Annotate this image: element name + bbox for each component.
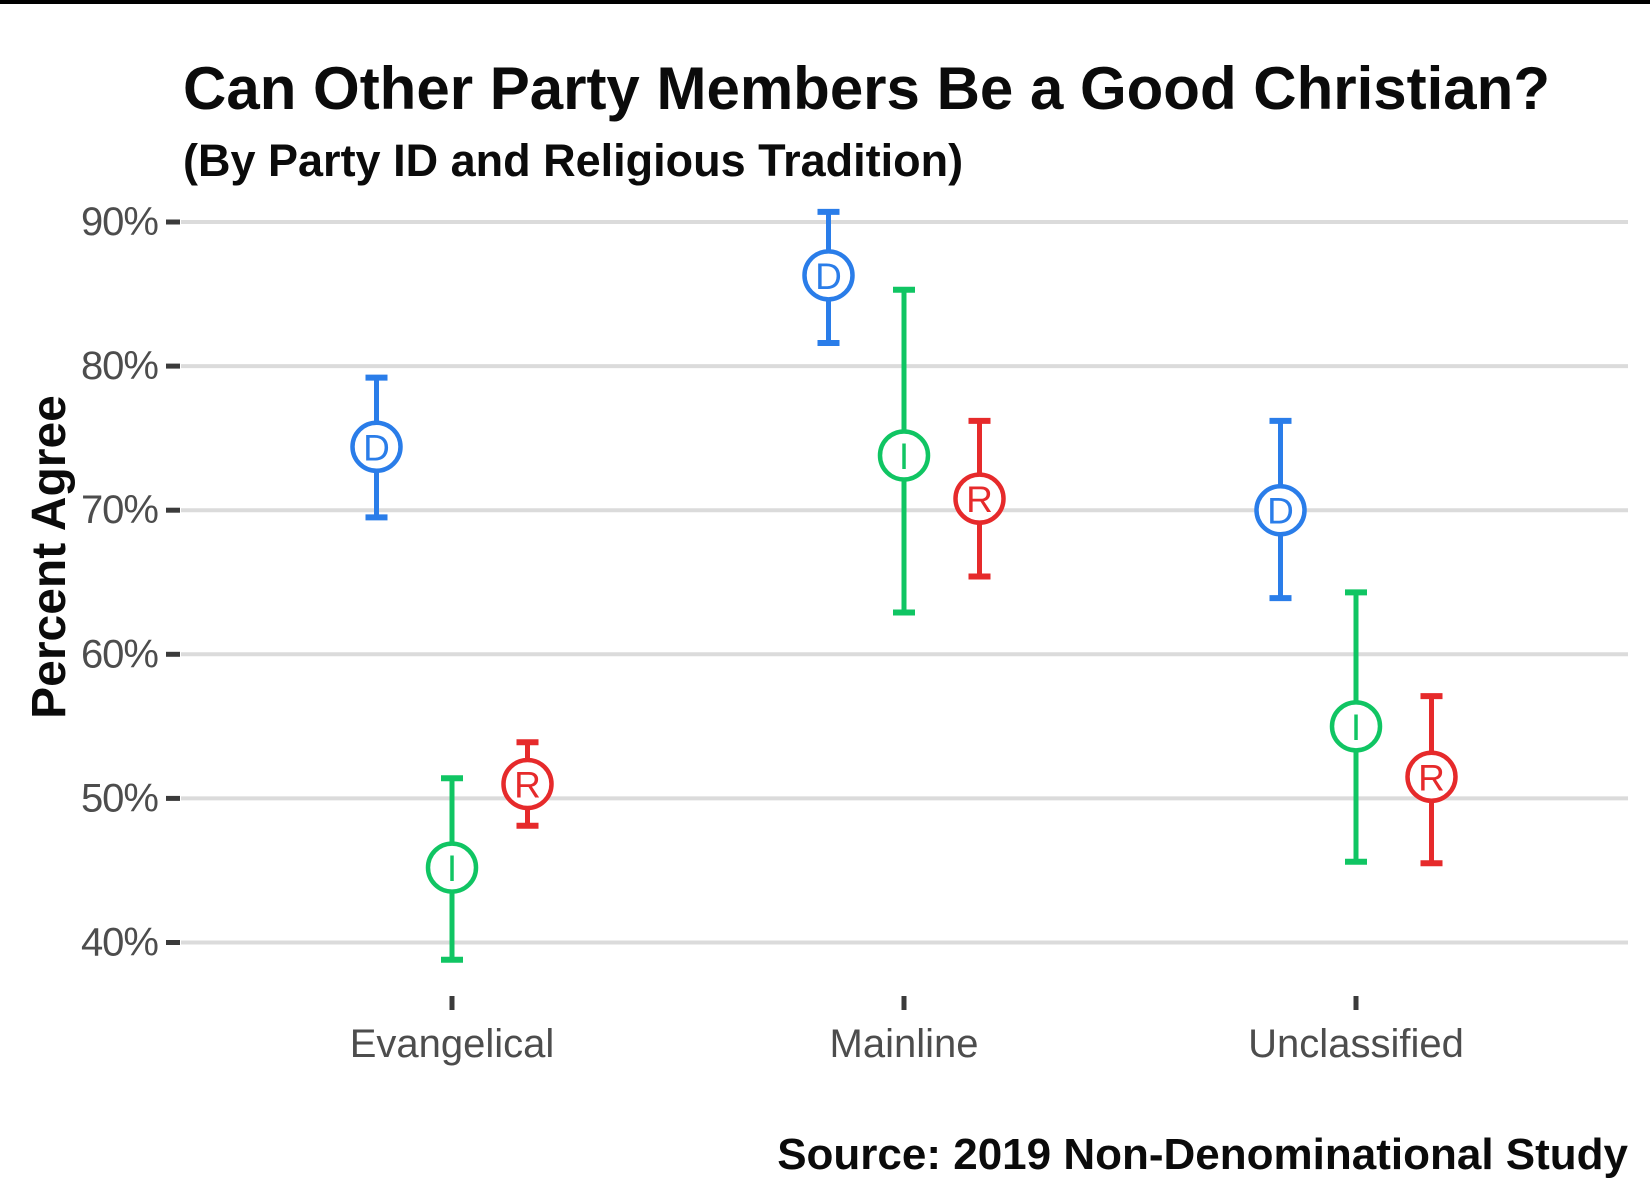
marker-letter-D-mainline: D: [815, 256, 842, 297]
marker-letter-R-unclassified: R: [1418, 757, 1445, 798]
pointrange-R-evangelical: R: [501, 739, 554, 829]
marker-circle-I-unclassified: [1329, 700, 1383, 753]
marker-letter-I-mainline: I: [899, 436, 909, 477]
pointrange-I-mainline: I: [877, 286, 931, 616]
y-tick-label-70: 70%: [81, 488, 158, 532]
marker-circle-R-unclassified: [1405, 750, 1458, 804]
marker-circle-R-evangelical: [501, 757, 554, 811]
pointrange-D-unclassified: D: [1254, 417, 1307, 602]
marker-letter-R-mainline: R: [966, 479, 993, 520]
pointrange-D-evangelical: D: [350, 374, 403, 521]
marker-letter-D-unclassified: D: [1267, 491, 1294, 532]
source-caption: Source: 2019 Non-Denominational Study: [777, 1130, 1628, 1179]
x-axis-label-unclassified: Unclassified: [1248, 1022, 1464, 1066]
marker-circle-D-mainline: [802, 249, 855, 302]
screenshot-top-border: [0, 0, 1650, 4]
marker-circle-R-mainline: [953, 472, 1006, 525]
y-tick-label-40: 40%: [81, 921, 158, 965]
pointrange-R-mainline: R: [953, 417, 1006, 580]
chart-title: Can Other Party Members Be a Good Christ…: [183, 55, 1550, 123]
marker-letter-D-evangelical: D: [363, 427, 390, 468]
x-axis-label-mainline: Mainline: [830, 1022, 979, 1066]
marker-circle-I-evangelical: [425, 841, 479, 894]
chart-subtitle: (By Party ID and Religious Tradition): [183, 135, 964, 187]
pointrange-D-mainline: D: [802, 208, 855, 347]
x-axis-label-evangelical: Evangelical: [350, 1022, 555, 1066]
y-tick-label-80: 80%: [81, 344, 158, 388]
marker-letter-I-unclassified: I: [1351, 707, 1361, 748]
marker-circle-D-unclassified: [1254, 483, 1307, 537]
pointrange-R-unclassified: R: [1405, 693, 1458, 867]
y-tick-label-60: 60%: [81, 632, 158, 676]
marker-circle-I-mainline: [877, 429, 931, 482]
marker-circle-D-evangelical: [350, 420, 403, 474]
y-tick-label-50: 50%: [81, 776, 158, 820]
marker-letter-R-evangelical: R: [514, 764, 541, 805]
pointrange-I-unclassified: I: [1329, 589, 1383, 865]
y-tick-label-90: 90%: [81, 200, 158, 244]
marker-letter-I-evangelical: I: [447, 848, 457, 889]
pointrange-I-evangelical: I: [425, 775, 479, 963]
